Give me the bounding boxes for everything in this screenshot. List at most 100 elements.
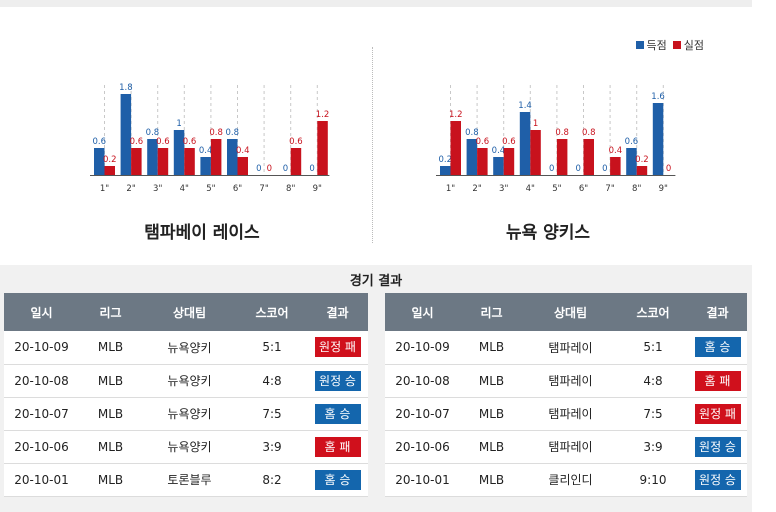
inning-label: 6" [233, 184, 242, 194]
column-header: 결과 [307, 293, 368, 331]
cell-league: MLB [79, 397, 142, 431]
cell-date: 20-10-07 [4, 397, 79, 431]
inning-label: 1" [446, 184, 455, 194]
cell-result: 홈 승 [688, 331, 747, 365]
result-badge: 원정 승 [694, 469, 741, 490]
inning-charts: 1"0.60.22"1.80.63"0.80.64"10.65"0.40.86"… [90, 83, 676, 194]
result-badge: 홈 승 [314, 469, 361, 490]
cell-score: 7:5 [618, 397, 688, 431]
inning-label: 7" [605, 184, 614, 194]
score-value-label: 1.4 [518, 101, 532, 111]
legend-score-swatch [635, 41, 644, 49]
concede-value-label: 1.2 [449, 110, 463, 120]
concede-bar [583, 139, 594, 175]
score-value-label: 0.6 [625, 137, 639, 147]
concede-bar [610, 157, 621, 175]
inning-label: 5" [206, 184, 215, 194]
cell-result: 홈 승 [307, 397, 368, 431]
result-badge: 원정 패 [314, 337, 361, 358]
concede-value-label: 0.2 [103, 155, 117, 165]
score-bar [227, 139, 238, 175]
top-bar [0, 0, 752, 7]
score-bar [200, 157, 211, 175]
concede-value-label: 0.8 [209, 128, 223, 138]
results-table-left: 일시 리그 상대팀 스코어 결과 20-10-09 MLB 뉴욕양키 5:1 원정 패 20-10… [4, 293, 368, 497]
cell-result: 홈 승 [307, 463, 368, 497]
column-header: 리그 [460, 293, 523, 331]
cell-date: 20-10-06 [4, 430, 79, 464]
score-value-label: 1 [176, 119, 181, 129]
column-header: 상대팀 [523, 293, 618, 331]
cell-score: 7:5 [237, 397, 307, 431]
cell-date: 20-10-07 [385, 397, 460, 431]
chart-divider [372, 47, 373, 243]
score-value-label: 1.8 [119, 83, 133, 93]
cell-league: MLB [79, 463, 142, 497]
cell-date: 20-10-08 [4, 364, 79, 398]
score-value-label: 0.8 [225, 128, 239, 138]
column-header: 일시 [385, 293, 460, 331]
table-row: 20-10-07 MLB 뉴욕양키 7:5 홈 승 [4, 397, 368, 431]
cell-opponent: 뉴욕양키 [142, 397, 237, 431]
inning-label: 4" [180, 184, 189, 194]
column-header: 리그 [79, 293, 142, 331]
score-bar [94, 148, 105, 175]
cell-result: 원정 승 [307, 364, 368, 398]
concede-value-label: 0.6 [476, 137, 490, 147]
cell-score: 8:2 [237, 463, 307, 497]
score-value-label: 0.4 [199, 146, 213, 156]
table-row: 20-10-01 MLB 토론블루 8:2 홈 승 [4, 463, 368, 497]
chart-legend: 득점 실점 [635, 37, 704, 53]
concede-value-label: 0.2 [635, 155, 649, 165]
concede-bar [104, 166, 115, 175]
score-value-label: 0.8 [146, 128, 160, 138]
cell-date: 20-10-09 [4, 331, 79, 365]
score-value-label: 0 [256, 164, 261, 174]
inning-label: 8" [286, 184, 295, 194]
concede-bar [290, 148, 302, 175]
cell-league: MLB [460, 397, 523, 431]
cell-score: 9:10 [618, 463, 688, 497]
score-bar [120, 94, 132, 175]
table-header-row: 일시 리그 상대팀 스코어 결과 [4, 293, 368, 331]
result-badge: 홈 패 [314, 436, 361, 457]
cell-opponent: 토론블루 [142, 463, 237, 497]
table-header-row: 일시 리그 상대팀 스코어 결과 [385, 293, 747, 331]
score-value-label: 1.6 [651, 92, 665, 102]
cell-date: 20-10-09 [385, 331, 460, 365]
score-value-label: 0.8 [465, 128, 479, 138]
inning-chart-right: 1"0.21.22"0.80.63"0.40.64"1.415"00.86"00… [436, 85, 676, 194]
cell-league: MLB [79, 331, 142, 365]
inning-label: 9" [313, 184, 322, 194]
score-value-label: 0 [602, 164, 607, 174]
score-bar [466, 139, 478, 175]
table-row: 20-10-08 MLB 뉴욕양키 4:8 원정 승 [4, 364, 368, 398]
cell-opponent: 뉴욕양키 [142, 331, 237, 365]
inning-label: 7" [259, 184, 268, 194]
legend-concede-swatch [672, 41, 681, 49]
cell-opponent: 탬파레이 [523, 331, 618, 365]
cell-score: 5:1 [618, 331, 688, 365]
legend-concede-label: 실점 [683, 39, 704, 52]
team-title-left: 탬파베이 레이스 [144, 223, 260, 243]
table-row: 20-10-01 MLB 클리인디 9:10 원정 승 [385, 463, 747, 497]
score-bar [440, 166, 451, 175]
table-row: 20-10-06 MLB 탬파레이 3:9 원정 승 [385, 430, 747, 464]
cell-league: MLB [460, 463, 523, 497]
cell-opponent: 탬파레이 [523, 364, 618, 398]
concede-value-label: 0.6 [502, 137, 516, 147]
result-badge: 홈 승 [694, 337, 741, 358]
column-header: 스코어 [618, 293, 688, 331]
score-value-label: 0 [309, 164, 314, 174]
cell-league: MLB [79, 364, 142, 398]
cell-date: 20-10-06 [385, 430, 460, 464]
concede-bar [503, 148, 515, 175]
inning-label: 1" [100, 184, 109, 194]
concede-value-label: 0 [267, 164, 272, 174]
legend-score-label: 득점 [646, 39, 667, 52]
cell-date: 20-10-01 [4, 463, 79, 497]
legend-concede: 실점 [672, 37, 704, 53]
team-title-right: 뉴욕 양키스 [505, 223, 591, 243]
cell-score: 3:9 [237, 430, 307, 464]
concede-bar [477, 148, 488, 175]
